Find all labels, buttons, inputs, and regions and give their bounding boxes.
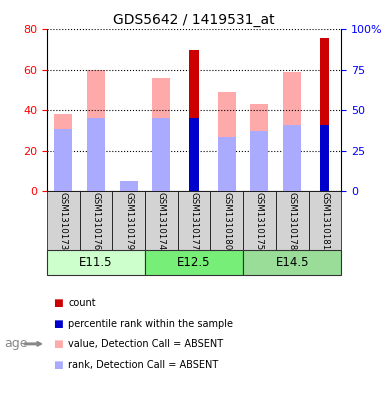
Bar <box>87 118 105 191</box>
Text: GSM1310178: GSM1310178 <box>288 191 297 250</box>
Text: GSM1310174: GSM1310174 <box>157 191 166 250</box>
Bar <box>120 181 138 191</box>
Text: E11.5: E11.5 <box>79 256 113 269</box>
Bar <box>80 191 112 250</box>
Text: GSM1310175: GSM1310175 <box>255 191 264 250</box>
Text: E14.5: E14.5 <box>275 256 309 269</box>
Bar <box>243 191 276 250</box>
Text: count: count <box>68 298 96 309</box>
Bar <box>320 38 330 191</box>
Text: GSM1310180: GSM1310180 <box>222 191 231 250</box>
Text: GSM1310177: GSM1310177 <box>190 191 199 250</box>
Bar <box>283 72 301 191</box>
Text: GSM1310179: GSM1310179 <box>124 192 133 250</box>
Bar <box>145 191 178 250</box>
Bar <box>54 114 72 191</box>
Bar <box>54 129 72 191</box>
Bar <box>152 118 170 191</box>
Text: value, Detection Call = ABSENT: value, Detection Call = ABSENT <box>68 339 223 349</box>
Text: ■: ■ <box>53 319 62 329</box>
Text: ■: ■ <box>53 339 62 349</box>
Bar <box>283 125 301 191</box>
Bar <box>190 50 199 191</box>
Text: rank, Detection Call = ABSENT: rank, Detection Call = ABSENT <box>68 360 218 370</box>
Text: ■: ■ <box>53 298 62 309</box>
Text: percentile rank within the sample: percentile rank within the sample <box>68 319 233 329</box>
Bar <box>250 130 268 191</box>
Bar <box>218 137 236 191</box>
Text: age: age <box>5 337 28 351</box>
Text: E12.5: E12.5 <box>177 256 211 269</box>
Bar <box>178 191 210 250</box>
Bar <box>145 250 243 275</box>
Bar <box>47 191 80 250</box>
Bar <box>250 104 268 191</box>
Bar <box>190 118 199 191</box>
Text: GSM1310173: GSM1310173 <box>58 191 67 250</box>
Bar <box>47 250 145 275</box>
Bar <box>218 92 236 191</box>
Bar <box>152 78 170 191</box>
Bar <box>320 125 330 191</box>
Text: ■: ■ <box>53 360 62 370</box>
Text: GSM1310176: GSM1310176 <box>91 191 100 250</box>
Bar <box>87 70 105 191</box>
Text: GSM1310181: GSM1310181 <box>321 191 330 250</box>
Bar <box>210 191 243 250</box>
Bar <box>276 191 308 250</box>
Bar <box>243 250 341 275</box>
Title: GDS5642 / 1419531_at: GDS5642 / 1419531_at <box>113 13 275 27</box>
Bar <box>308 191 341 250</box>
Bar <box>112 191 145 250</box>
